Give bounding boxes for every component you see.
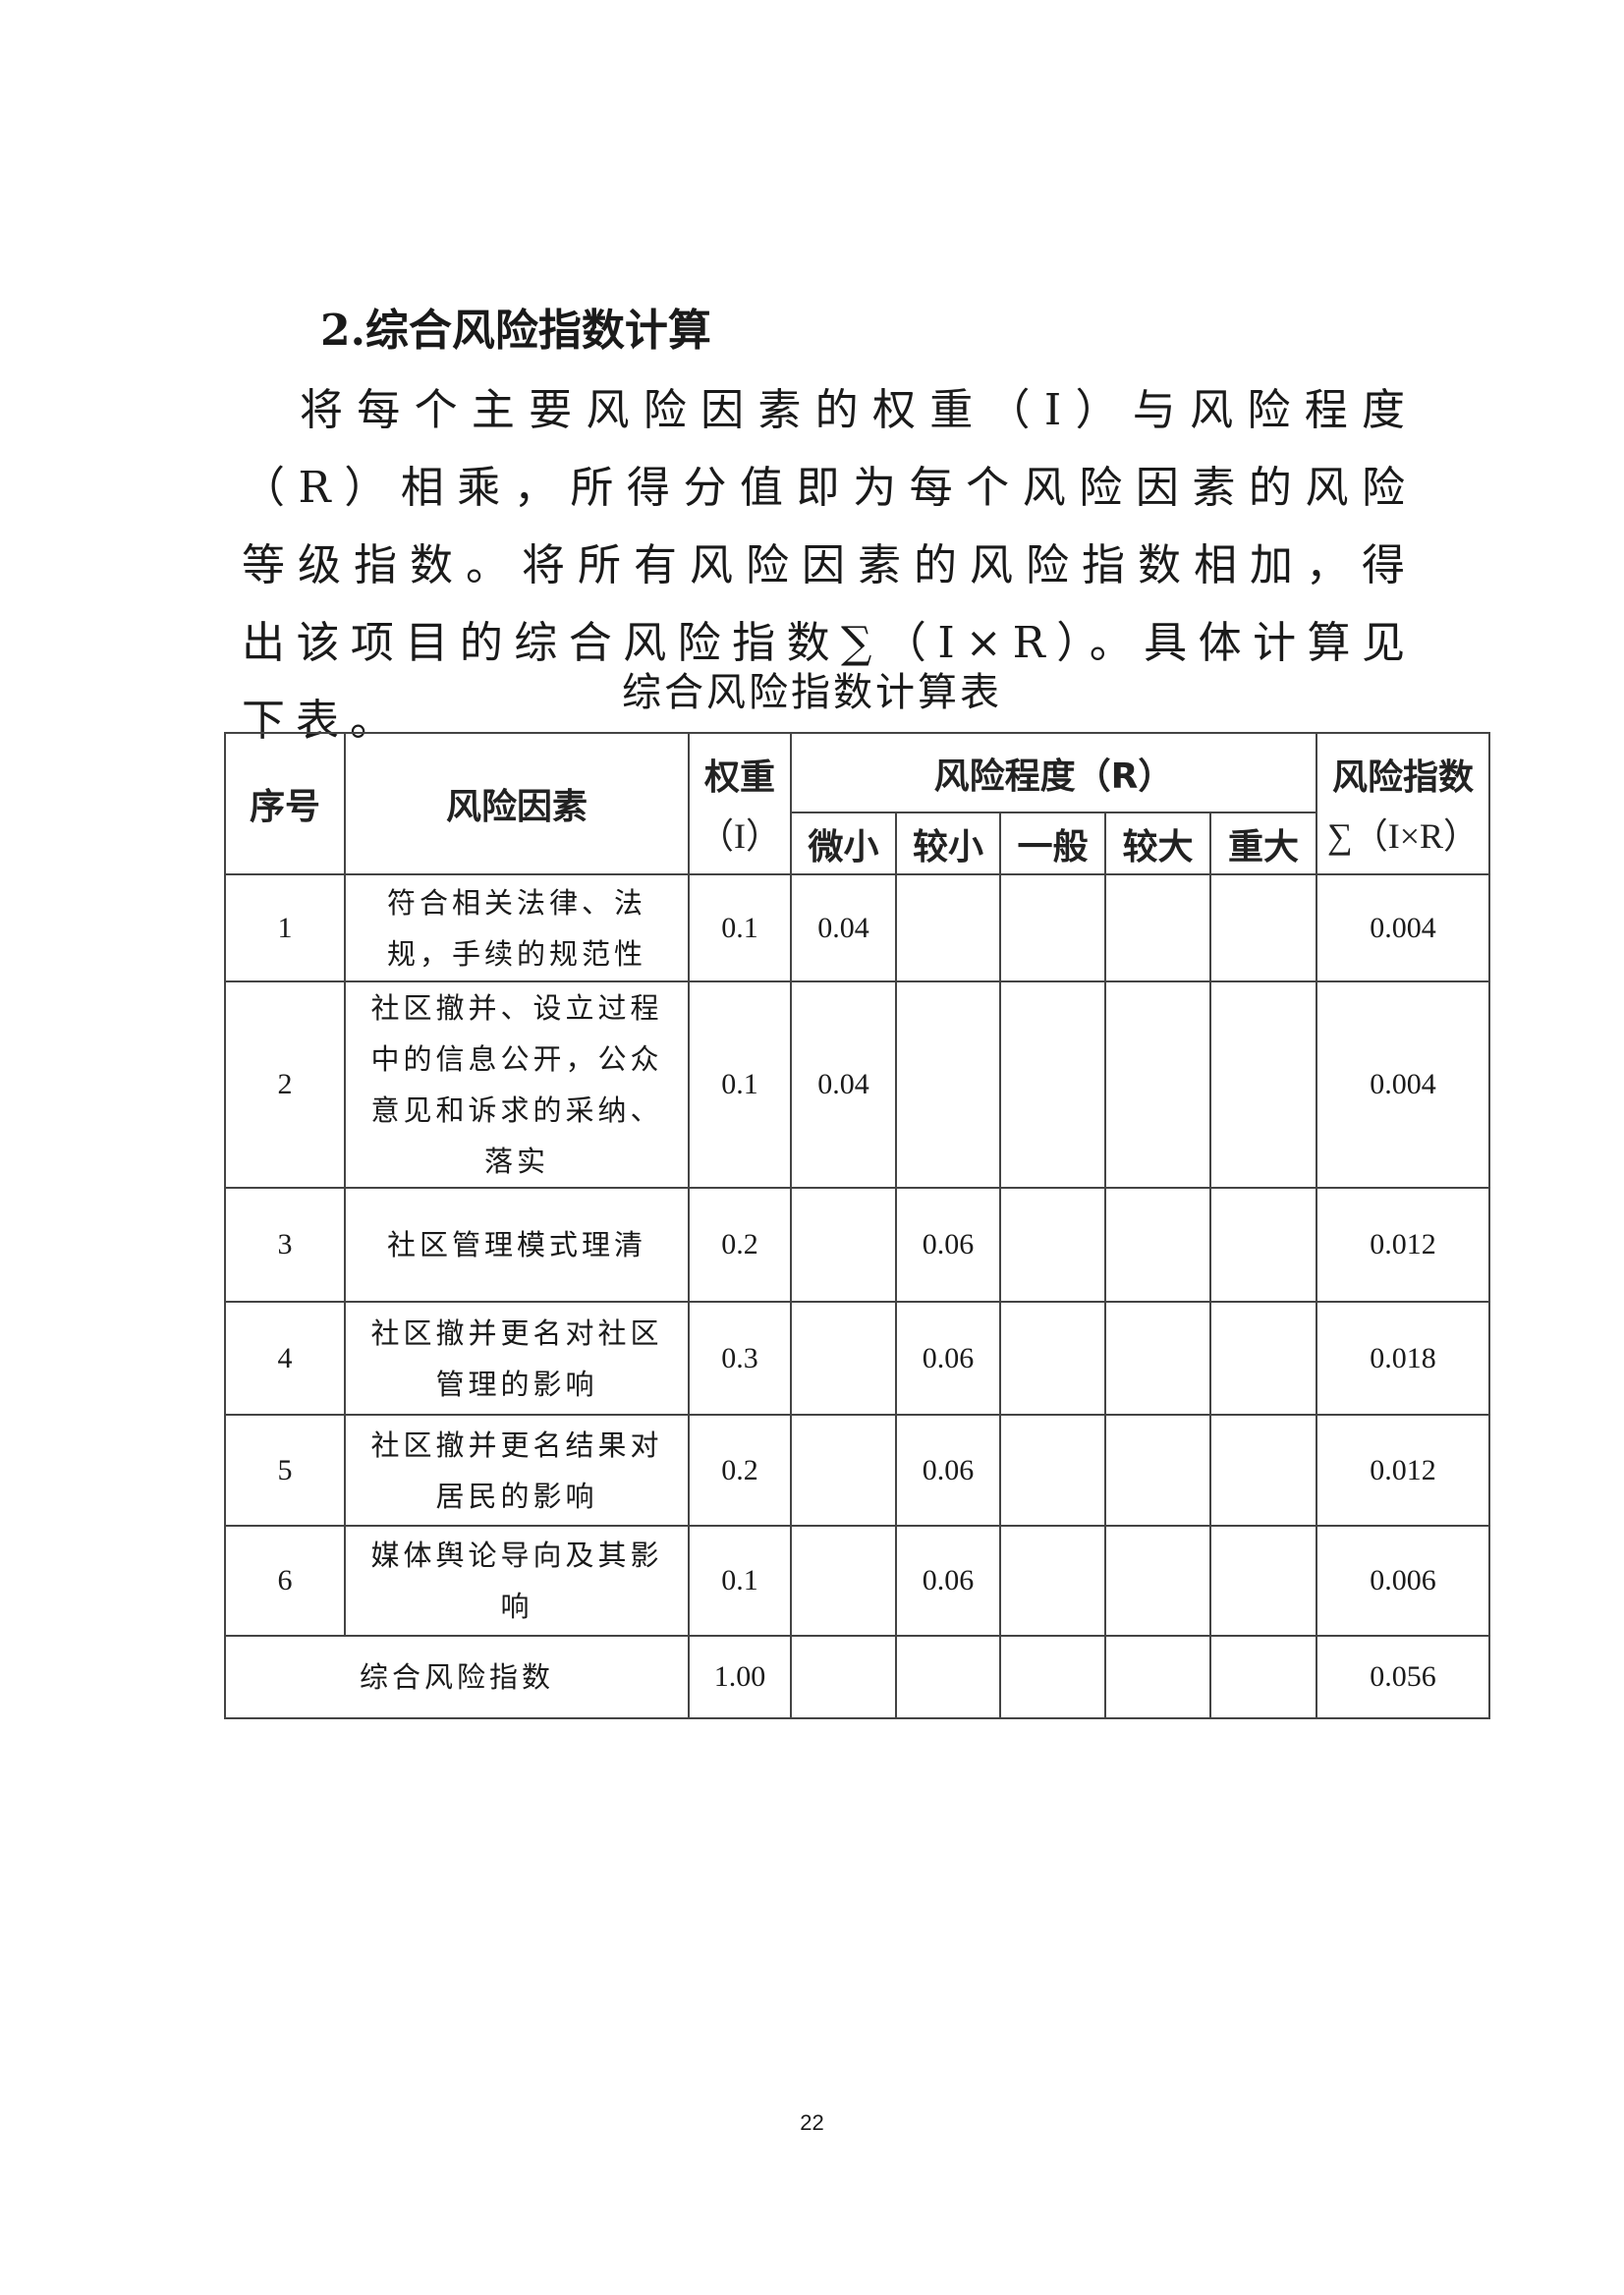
row-index: 5 bbox=[224, 1414, 346, 1527]
header-level: 一般 bbox=[999, 812, 1106, 875]
row-level-value bbox=[999, 1525, 1106, 1637]
row-level-value bbox=[895, 980, 1001, 1189]
row-level-value bbox=[1104, 980, 1211, 1189]
empty-cell bbox=[1104, 1635, 1211, 1719]
row-level-value bbox=[790, 1187, 897, 1303]
row-level-value bbox=[790, 1525, 897, 1637]
table-row: 2 社区撤并、设立过程中的信息公开，公众意见和诉求的采纳、落实 0.1 0.04 0.0… bbox=[224, 980, 1491, 1189]
table-row: 1 符合相关法律、法规，手续的规范性 0.1 0.04 0.004 bbox=[224, 873, 1491, 982]
empty-cell bbox=[790, 1635, 897, 1719]
row-level-value bbox=[999, 1187, 1106, 1303]
row-level-value bbox=[895, 873, 1001, 982]
header-result-line1: 风险指数 bbox=[1332, 757, 1475, 798]
row-level-value bbox=[1104, 873, 1211, 982]
row-result: 0.018 bbox=[1316, 1301, 1491, 1416]
row-weight: 0.1 bbox=[688, 1525, 792, 1637]
row-level-value bbox=[999, 1301, 1106, 1416]
total-label: 综合风险指数 bbox=[224, 1635, 690, 1719]
total-result: 0.056 bbox=[1316, 1635, 1491, 1719]
row-weight: 0.2 bbox=[688, 1187, 792, 1303]
row-factor: 社区撤并更名结果对居民的影响 bbox=[344, 1414, 690, 1527]
row-factor: 社区撤并、设立过程中的信息公开，公众意见和诉求的采纳、落实 bbox=[344, 980, 690, 1189]
empty-cell bbox=[1208, 1635, 1318, 1719]
header-weight: 权重 （I） bbox=[688, 732, 792, 875]
table-row: 3 社区管理模式理清 0.2 0.06 0.012 bbox=[224, 1187, 1491, 1303]
row-level-value: 0.06 bbox=[895, 1525, 1001, 1637]
row-level-value: 0.04 bbox=[790, 873, 897, 982]
row-weight: 0.1 bbox=[688, 980, 792, 1189]
row-level-value bbox=[1208, 1301, 1318, 1416]
header-weight-line1: 权重 bbox=[703, 757, 775, 798]
row-weight: 0.2 bbox=[688, 1414, 792, 1527]
row-level-value bbox=[999, 980, 1106, 1189]
table-caption: 综合风险指数计算表 bbox=[622, 670, 1002, 715]
row-level-value bbox=[1104, 1187, 1211, 1303]
row-level-value bbox=[1208, 1187, 1318, 1303]
row-level-value bbox=[1104, 1414, 1211, 1527]
row-level-value bbox=[1208, 980, 1318, 1189]
row-level-value: 0.04 bbox=[790, 980, 897, 1189]
row-level-value bbox=[1208, 1414, 1318, 1527]
row-level-value bbox=[999, 873, 1106, 982]
section-heading: 2.综合风险指数计算 bbox=[320, 306, 711, 356]
row-level-value: 0.06 bbox=[895, 1187, 1001, 1303]
row-factor: 媒体舆论导向及其影响 bbox=[344, 1525, 690, 1637]
row-level-value bbox=[1104, 1301, 1211, 1416]
table-row: 4 社区撤并更名对社区管理的影响 0.3 0.06 0.018 bbox=[224, 1301, 1491, 1416]
row-level-value: 0.06 bbox=[895, 1414, 1001, 1527]
row-index: 6 bbox=[224, 1525, 346, 1637]
row-index: 2 bbox=[224, 980, 346, 1189]
row-level-value bbox=[1208, 1525, 1318, 1637]
header-level: 较大 bbox=[1104, 812, 1211, 875]
header-result: 风险指数 ∑（I×R） bbox=[1316, 732, 1491, 875]
header-factor: 风险因素 bbox=[344, 732, 690, 875]
row-index: 4 bbox=[224, 1301, 346, 1416]
row-weight: 0.3 bbox=[688, 1301, 792, 1416]
header-weight-line2: （I） bbox=[699, 816, 781, 856]
risk-index-table: 序号 风险因素 权重 （I） 风险程度（R） 风险指数 ∑（I×R） 微小 较小… bbox=[224, 732, 1491, 1719]
page-number: 22 bbox=[800, 2110, 824, 2135]
row-result: 0.004 bbox=[1316, 980, 1491, 1189]
row-level-value: 0.06 bbox=[895, 1301, 1001, 1416]
row-result: 0.012 bbox=[1316, 1414, 1491, 1527]
row-factor: 符合相关法律、法规，手续的规范性 bbox=[344, 873, 690, 982]
row-weight: 0.1 bbox=[688, 873, 792, 982]
header-level: 重大 bbox=[1208, 812, 1318, 875]
row-factor: 社区撤并更名对社区管理的影响 bbox=[344, 1301, 690, 1416]
header-level: 较小 bbox=[895, 812, 1001, 875]
table-row: 6 媒体舆论导向及其影响 0.1 0.06 0.006 bbox=[224, 1525, 1491, 1637]
row-result: 0.012 bbox=[1316, 1187, 1491, 1303]
empty-cell bbox=[895, 1635, 1001, 1719]
row-level-value bbox=[999, 1414, 1106, 1527]
header-index: 序号 bbox=[224, 732, 346, 875]
header-result-line2: ∑（I×R） bbox=[1327, 816, 1480, 856]
empty-cell bbox=[999, 1635, 1106, 1719]
table-row: 5 社区撤并更名结果对居民的影响 0.2 0.06 0.012 bbox=[224, 1414, 1491, 1527]
header-degree: 风险程度（R） bbox=[789, 732, 1318, 813]
row-result: 0.006 bbox=[1316, 1525, 1491, 1637]
total-weight: 1.00 bbox=[688, 1635, 792, 1719]
row-factor: 社区管理模式理清 bbox=[344, 1187, 690, 1303]
header-level: 微小 bbox=[790, 812, 897, 875]
row-index: 3 bbox=[224, 1187, 346, 1303]
row-index: 1 bbox=[224, 873, 346, 982]
row-level-value bbox=[790, 1414, 897, 1527]
row-level-value bbox=[1104, 1525, 1211, 1637]
row-result: 0.004 bbox=[1316, 873, 1491, 982]
table-row-total: 综合风险指数 1.00 0.056 bbox=[224, 1635, 1491, 1719]
row-level-value bbox=[1208, 873, 1318, 982]
row-level-value bbox=[790, 1301, 897, 1416]
